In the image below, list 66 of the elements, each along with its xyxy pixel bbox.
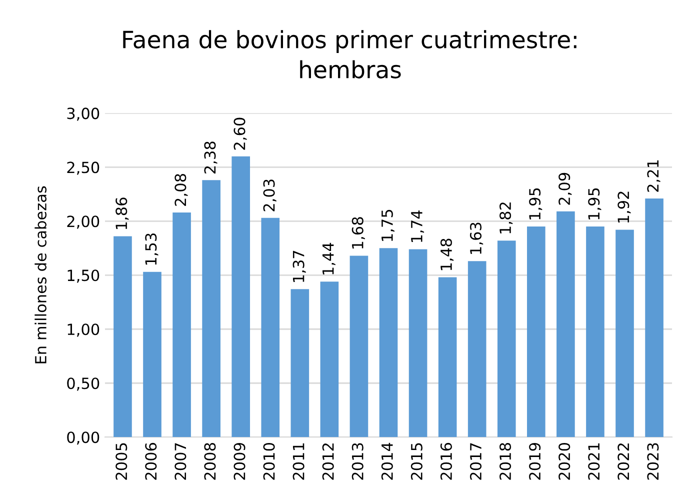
- bar: [114, 236, 132, 438]
- data-label: 2,38: [204, 142, 218, 174]
- data-label: 1,86: [116, 198, 129, 230]
- data-label: 1,74: [411, 210, 424, 242]
- bar: [261, 218, 280, 438]
- bar: [616, 230, 634, 438]
- x-tick-label: 2005: [116, 443, 128, 480]
- x-tick-label: 2011: [292, 443, 304, 480]
- y-axis-title: En millones de cabezas: [34, 186, 46, 364]
- x-tick-label: 2017: [470, 443, 482, 480]
- bar: [408, 249, 428, 438]
- x-tick-label: 2006: [145, 442, 157, 480]
- bar: [232, 156, 250, 438]
- x-tick-label: 2019: [529, 443, 541, 480]
- bar: [645, 198, 664, 438]
- bar: [379, 248, 398, 438]
- y-tick-label: 3,00: [67, 108, 100, 121]
- bar: [468, 261, 486, 438]
- y-tick-label: 1,50: [68, 270, 100, 283]
- data-label: 1,48: [440, 238, 454, 270]
- chart-title: Faena de bovinos primer cuatrimestre: hembras: [123, 30, 576, 78]
- data-label: 1,82: [500, 202, 513, 234]
- x-tick-label: 2013: [352, 443, 364, 480]
- x-tick-label: 2022: [618, 444, 630, 480]
- x-tick-label: 2012: [322, 444, 334, 480]
- bar: [320, 282, 339, 438]
- data-label: 1,75: [382, 210, 394, 241]
- data-label: 1,95: [588, 188, 602, 220]
- data-label: 2,03: [263, 180, 276, 212]
- y-tick-label: 0,50: [67, 378, 100, 391]
- data-label: 2,09: [558, 172, 572, 205]
- bar: [143, 272, 162, 438]
- x-tick-label: 2015: [410, 443, 422, 480]
- x-tick-label: 2009: [234, 443, 246, 480]
- data-label: 1,44: [322, 242, 336, 274]
- x-tick-label: 2018: [500, 443, 512, 480]
- bar: [202, 180, 220, 438]
- y-tick-label: 0,00: [67, 432, 100, 445]
- x-tick-label: 2010: [263, 442, 275, 480]
- bar: [586, 226, 604, 438]
- data-label: 1,63: [470, 222, 484, 254]
- bar: [556, 211, 575, 438]
- y-tick-label: 2,50: [67, 162, 100, 175]
- data-label: 2,21: [647, 160, 660, 192]
- data-label: 2,60: [234, 118, 247, 150]
- data-label: 1,68: [352, 217, 365, 248]
- x-tick-label: 2023: [647, 443, 659, 480]
- data-label: 2,08: [174, 174, 188, 206]
- data-label: 1,53: [145, 234, 158, 265]
- x-tick-label: 2016: [440, 442, 452, 480]
- bar: [438, 277, 457, 438]
- bar: [350, 256, 368, 438]
- bar: [172, 212, 191, 438]
- data-label: 1,95: [529, 188, 542, 220]
- x-tick-label: 2020: [558, 442, 570, 480]
- x-tick-label: 2021: [588, 443, 600, 480]
- data-label: 1,92: [618, 192, 631, 223]
- data-label: 1,37: [292, 250, 306, 282]
- bar: [290, 289, 310, 438]
- y-tick-label: 2,00: [67, 216, 100, 229]
- bar: [527, 226, 546, 438]
- x-tick-label: 2014: [381, 442, 393, 480]
- x-tick-label: 2007: [174, 443, 186, 480]
- y-tick-label: 1,00: [68, 324, 100, 337]
- bar: [497, 240, 516, 438]
- x-tick-label: 2008: [204, 443, 216, 480]
